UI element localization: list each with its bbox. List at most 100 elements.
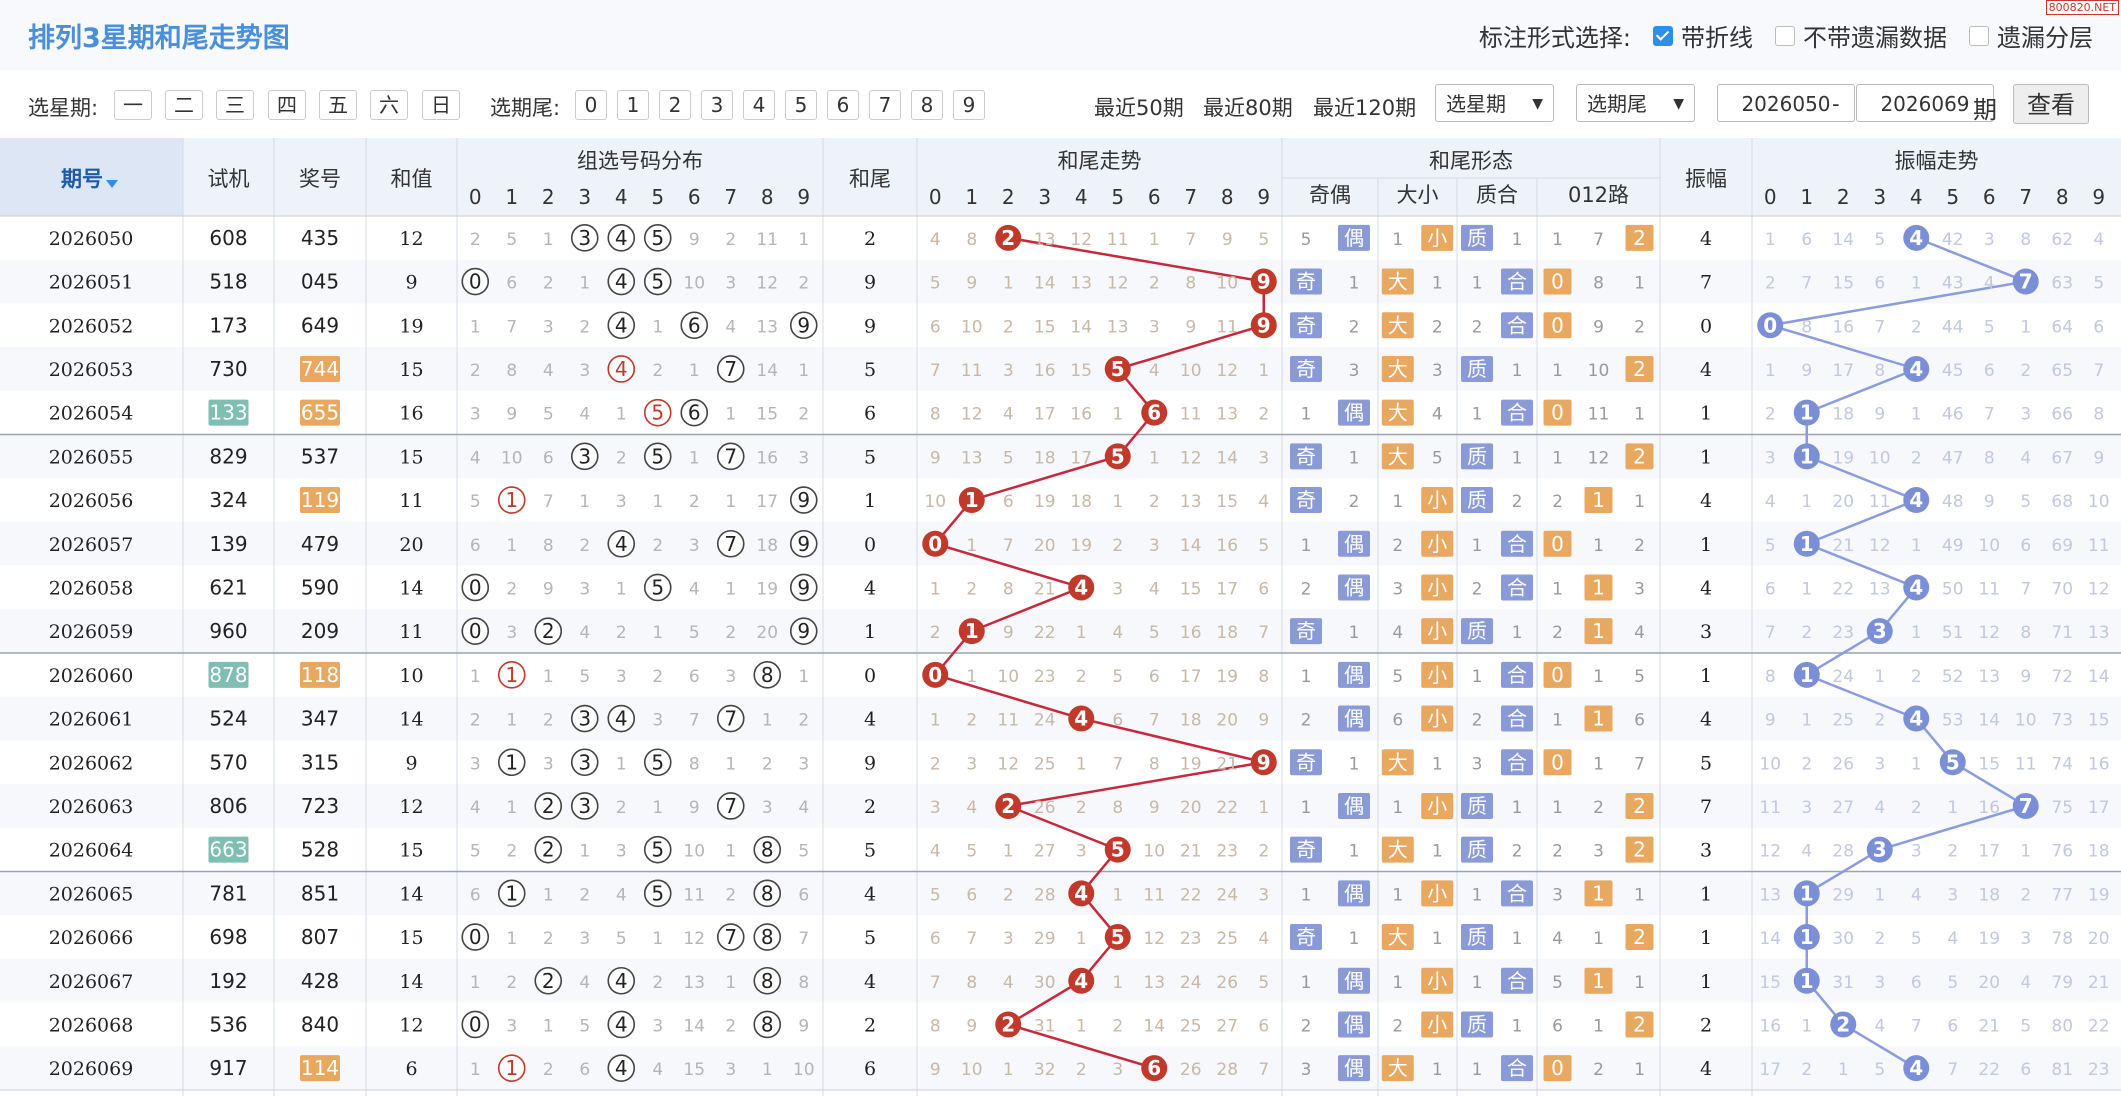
amp-miss-value: 3 <box>1765 448 1776 468</box>
dist-miss-value: 2 <box>798 405 809 425</box>
amp-miss-value: 4 <box>1765 492 1776 512</box>
tail-miss-value: 10 <box>961 1060 983 1080</box>
polyline-checkbox[interactable] <box>1653 25 1673 46</box>
tail-button[interactable]: 7 <box>869 90 901 120</box>
tail-button[interactable]: 1 <box>617 90 649 120</box>
tail-ball <box>922 661 949 688</box>
amp-ball <box>2012 792 2039 819</box>
weekday-button[interactable]: 二 <box>165 90 203 120</box>
tail-button[interactable]: 8 <box>911 90 943 120</box>
weekday-button[interactable]: 三 <box>216 90 254 120</box>
tail-button[interactable]: 2 <box>659 90 691 120</box>
amp-miss-value: 28 <box>1832 842 1854 862</box>
tail-miss-value: 15 <box>1216 492 1238 512</box>
big-small-miss-value: 6 <box>1392 711 1403 731</box>
dist-miss-value: 6 <box>689 667 700 687</box>
amp-digit-header: 8 <box>2056 185 2069 209</box>
dist-hit-digit: 3 <box>578 226 591 250</box>
weekday-button[interactable]: 四 <box>268 90 306 120</box>
dist-miss-value: 1 <box>506 929 517 949</box>
big-small-tag-text: 小 <box>1427 663 1447 687</box>
tail-miss-value: 1 <box>1076 929 1087 949</box>
amp-miss-value: 8 <box>2020 623 2031 643</box>
tail-miss-value: 17 <box>1070 448 1092 468</box>
road-miss-value: 1 <box>1552 361 1563 381</box>
tail-miss-value: 14 <box>1216 448 1238 468</box>
dist-hit-digit: 9 <box>797 619 810 643</box>
tail-button[interactable]: 5 <box>785 90 817 120</box>
amp-miss-value: 7 <box>1801 274 1812 294</box>
tail-button[interactable]: 3 <box>701 90 733 120</box>
prize-number-highlight <box>300 399 340 426</box>
weekday-select[interactable]: 选星期 ▼ <box>1435 84 1554 122</box>
tail-miss-value: 25 <box>1180 1016 1202 1036</box>
dist-hit-digit: 0 <box>469 619 482 643</box>
prize-number-highlight <box>300 1055 340 1082</box>
amp-miss-value: 6 <box>1765 579 1776 599</box>
tail-select[interactable]: 选期尾 ▼ <box>1576 84 1695 122</box>
tail-digit-header: 4 <box>1075 185 1088 209</box>
tail-miss-value: 22 <box>1034 623 1056 643</box>
tail-button[interactable]: 4 <box>743 90 775 120</box>
amp-miss-value: 25 <box>1832 711 1854 731</box>
query-button[interactable]: 查看 <box>2013 84 2089 124</box>
weekday-button[interactable]: 六 <box>370 90 408 120</box>
no-miss-data-option-label[interactable]: 不带遗漏数据 <box>1803 24 1947 52</box>
dist-miss-value: 5 <box>506 230 517 250</box>
amp-miss-value: 11 <box>2088 536 2110 556</box>
tail-miss-value: 1 <box>966 667 977 687</box>
big-small-tag-text: 小 <box>1427 707 1447 731</box>
miss-layer-checkbox[interactable] <box>1969 25 1989 46</box>
dist-miss-value: 3 <box>579 361 590 381</box>
miss-layer-option-label[interactable]: 遗漏分层 <box>1997 24 2093 52</box>
amp-miss-value: 66 <box>2051 405 2073 425</box>
odd-even-tag-text: 偶 <box>1344 532 1364 556</box>
big-small-miss-value: 1 <box>1432 929 1443 949</box>
from-issue-input[interactable]: 2026050 <box>1717 84 1855 122</box>
amp-ball <box>2012 268 2039 295</box>
tail-button[interactable]: 6 <box>827 90 859 120</box>
amp-miss-value: 72 <box>2051 667 2073 687</box>
recent-80-link[interactable]: 最近80期 <box>1203 96 1293 120</box>
dist-miss-value: 2 <box>652 667 663 687</box>
road-tag <box>1625 792 1654 819</box>
tail-ball-digit: 1 <box>965 488 979 512</box>
prize-number: 428 <box>301 969 339 993</box>
tail-ball-digit: 9 <box>1257 313 1271 337</box>
road-tag-text: 2 <box>1633 357 1646 381</box>
tail-ball-digit: 5 <box>1111 925 1125 949</box>
tail-ball-digit: 6 <box>1147 401 1161 425</box>
tail-button[interactable]: 0 <box>575 90 607 120</box>
amp-digit-header: 2 <box>1837 185 1850 209</box>
weekday-button[interactable]: 五 <box>319 90 357 120</box>
tail-ball <box>1068 574 1095 601</box>
amp-miss-value: 16 <box>1978 798 2000 818</box>
dist-miss-value: 14 <box>683 1016 705 1036</box>
polyline-option-label[interactable]: 带折线 <box>1681 24 1753 52</box>
prize-number: 744 <box>301 357 339 381</box>
big-small-tag <box>1381 268 1414 295</box>
road-miss-value: 6 <box>1552 1016 1563 1036</box>
recent-120-link[interactable]: 最近120期 <box>1313 96 1417 120</box>
dist-miss-value: 1 <box>470 667 481 687</box>
tail-miss-value: 3 <box>930 798 941 818</box>
issue-number: 2026060 <box>49 665 134 687</box>
to-issue-input[interactable]: 2026069 <box>1856 84 1994 122</box>
tail-miss-value: 28 <box>1034 885 1056 905</box>
big-small-miss-value: 5 <box>1432 448 1443 468</box>
test-number: 536 <box>209 1012 247 1036</box>
weekday-button[interactable]: 一 <box>114 90 152 120</box>
recent-50-link[interactable]: 最近50期 <box>1094 96 1184 120</box>
tail-button[interactable]: 9 <box>953 90 985 120</box>
prize-number: 114 <box>301 1056 339 1080</box>
sum-value: 15 <box>399 927 423 949</box>
weekday-button[interactable]: 日 <box>422 90 460 120</box>
no-miss-data-checkbox[interactable] <box>1775 25 1795 46</box>
big-small-tag-text: 小 <box>1427 532 1447 556</box>
big-small-tag-text: 大 <box>1388 401 1408 425</box>
odd-even-tag <box>1338 399 1370 426</box>
tail-miss-value: 24 <box>1034 711 1056 731</box>
prize-number: 347 <box>301 707 339 731</box>
tail-ball-digit: 4 <box>1074 575 1088 599</box>
